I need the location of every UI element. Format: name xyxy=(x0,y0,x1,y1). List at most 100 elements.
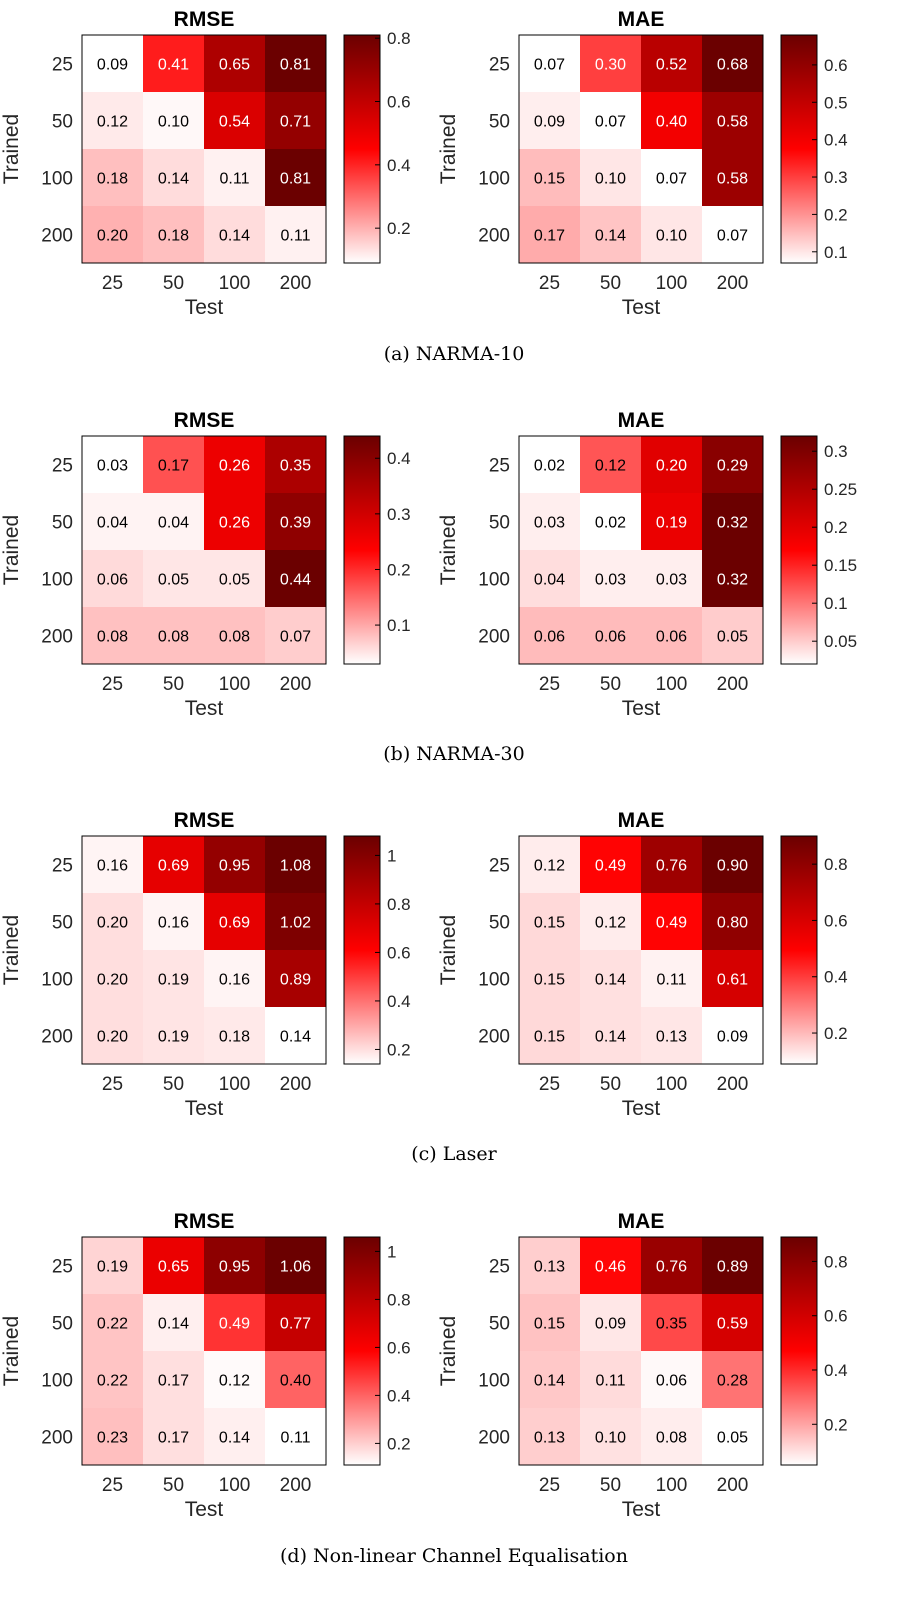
x-axis-label: Test xyxy=(622,296,661,319)
heatmap-cell xyxy=(82,1408,143,1465)
heatmap-cell xyxy=(82,1237,143,1294)
heatmap-frame xyxy=(81,1236,327,1466)
x-tick-label: 25 xyxy=(102,674,123,695)
x-tick-label: 200 xyxy=(717,273,749,294)
cell-value-label: 0.04 xyxy=(97,515,128,532)
heatmap-cell xyxy=(519,893,580,950)
heatmap-cell xyxy=(702,1351,763,1408)
heatmap-cell xyxy=(143,493,204,550)
heatmap-cell xyxy=(519,950,580,1007)
heatmap-cell xyxy=(702,550,763,607)
y-tick-label: 25 xyxy=(489,1257,510,1278)
heatmap-cell xyxy=(580,1294,641,1351)
heatmap-cell xyxy=(265,950,326,1007)
heatmap-cell xyxy=(580,92,641,149)
x-axis-label: Test xyxy=(622,1498,661,1521)
heatmap-cell xyxy=(82,206,143,263)
y-tick-label: 100 xyxy=(41,970,73,991)
heatmap-cell xyxy=(702,493,763,550)
cell-value-label: 0.18 xyxy=(97,171,128,188)
cell-value-label: 0.58 xyxy=(717,171,748,188)
colorbar-tick-label: 0.5 xyxy=(824,93,848,112)
cell-value-label: 0.10 xyxy=(595,1430,626,1447)
cell-value-label: 0.13 xyxy=(534,1259,565,1276)
cell-value-label: 0.19 xyxy=(97,1259,128,1276)
colorbar-tick-label: 0.6 xyxy=(387,93,411,112)
chart-title: RMSE xyxy=(174,8,235,31)
heatmap-frame xyxy=(81,835,327,1065)
heatmap-cell xyxy=(641,1237,702,1294)
y-tick-label: 25 xyxy=(489,55,510,76)
cell-value-label: 0.12 xyxy=(595,915,626,932)
x-axis-label: Test xyxy=(185,697,224,720)
x-tick-label: 100 xyxy=(656,1074,688,1095)
cell-value-label: 0.23 xyxy=(97,1430,128,1447)
cell-value-label: 0.69 xyxy=(158,858,189,875)
cell-value-label: 0.05 xyxy=(717,629,748,646)
heatmap-frame xyxy=(518,435,764,665)
colorbar-tick-label: 0.4 xyxy=(387,156,411,175)
colorbar-tick-label: 0.6 xyxy=(824,911,848,930)
y-tick-label: 50 xyxy=(489,913,510,934)
heatmap-cell xyxy=(82,493,143,550)
heatmap-cell xyxy=(143,550,204,607)
cell-value-label: 0.08 xyxy=(97,629,128,646)
heatmap-cell xyxy=(702,836,763,893)
x-tick-label: 50 xyxy=(600,674,621,695)
cell-value-label: 0.69 xyxy=(219,915,250,932)
heatmap-cell xyxy=(641,206,702,263)
cell-value-label: 0.29 xyxy=(717,458,748,475)
cell-value-label: 0.12 xyxy=(595,458,626,475)
cell-value-label: 0.14 xyxy=(595,1029,626,1046)
y-tick-label: 200 xyxy=(478,1428,510,1449)
heatmap-cell xyxy=(519,493,580,550)
cell-value-label: 0.03 xyxy=(97,458,128,475)
cell-value-label: 0.65 xyxy=(158,1259,189,1276)
heatmap-frame xyxy=(518,835,764,1065)
heatmap-cell xyxy=(580,436,641,493)
colorbar-tick-label: 0.05 xyxy=(824,632,857,651)
y-tick-label: 25 xyxy=(52,856,73,877)
y-axis-label: Trained xyxy=(437,114,460,184)
heatmap-cell xyxy=(204,149,265,206)
heatmap-cell xyxy=(82,950,143,1007)
cell-value-label: 0.28 xyxy=(717,1373,748,1390)
heatmap-cell xyxy=(82,550,143,607)
x-tick-label: 200 xyxy=(280,1475,312,1496)
heatmap-cell xyxy=(702,1237,763,1294)
x-tick-label: 200 xyxy=(717,674,749,695)
heatmap-panel: MAE 0.13 0.46 0.76 0.89 0.15 0.09 0.35 0.59 0.14 0… xyxy=(437,1210,848,1521)
cell-value-label: 0.12 xyxy=(97,114,128,131)
colorbar-tick-label: 1 xyxy=(387,846,396,865)
cell-value-label: 0.26 xyxy=(219,458,250,475)
cell-value-label: 0.05 xyxy=(219,572,250,589)
y-tick-label: 50 xyxy=(52,913,73,934)
y-tick-label: 100 xyxy=(478,570,510,591)
colorbar-tick-label: 0.4 xyxy=(387,449,411,468)
colorbar-tick-label: 0.8 xyxy=(824,855,848,874)
heatmap-cell xyxy=(204,1007,265,1064)
y-axis-label: Trained xyxy=(437,1316,460,1386)
x-axis-label: Test xyxy=(185,1498,224,1521)
colorbar xyxy=(780,435,818,665)
heatmap-cell xyxy=(265,550,326,607)
heatmap-cell xyxy=(702,1294,763,1351)
y-tick-label: 100 xyxy=(478,169,510,190)
colorbar xyxy=(780,1236,818,1466)
cell-value-label: 0.22 xyxy=(97,1373,128,1390)
cell-value-label: 0.18 xyxy=(219,1029,250,1046)
cell-value-label: 0.17 xyxy=(158,1373,189,1390)
y-axis-label: Trained xyxy=(0,1316,23,1386)
colorbar xyxy=(780,34,818,264)
heatmap-cell xyxy=(143,1408,204,1465)
cell-value-label: 0.14 xyxy=(595,228,626,245)
heatmap-cell xyxy=(641,1351,702,1408)
y-axis-label: Trained xyxy=(0,515,23,585)
heatmap-cell xyxy=(702,92,763,149)
heatmap-cell xyxy=(82,836,143,893)
cell-value-label: 0.76 xyxy=(656,1259,687,1276)
cell-value-label: 0.08 xyxy=(656,1430,687,1447)
cell-value-label: 0.14 xyxy=(219,228,250,245)
heatmap-panel: MAE 0.12 0.49 0.76 0.90 0.15 0.12 0.49 0.80 0.15 0… xyxy=(437,809,848,1120)
heatmap-cell xyxy=(204,893,265,950)
